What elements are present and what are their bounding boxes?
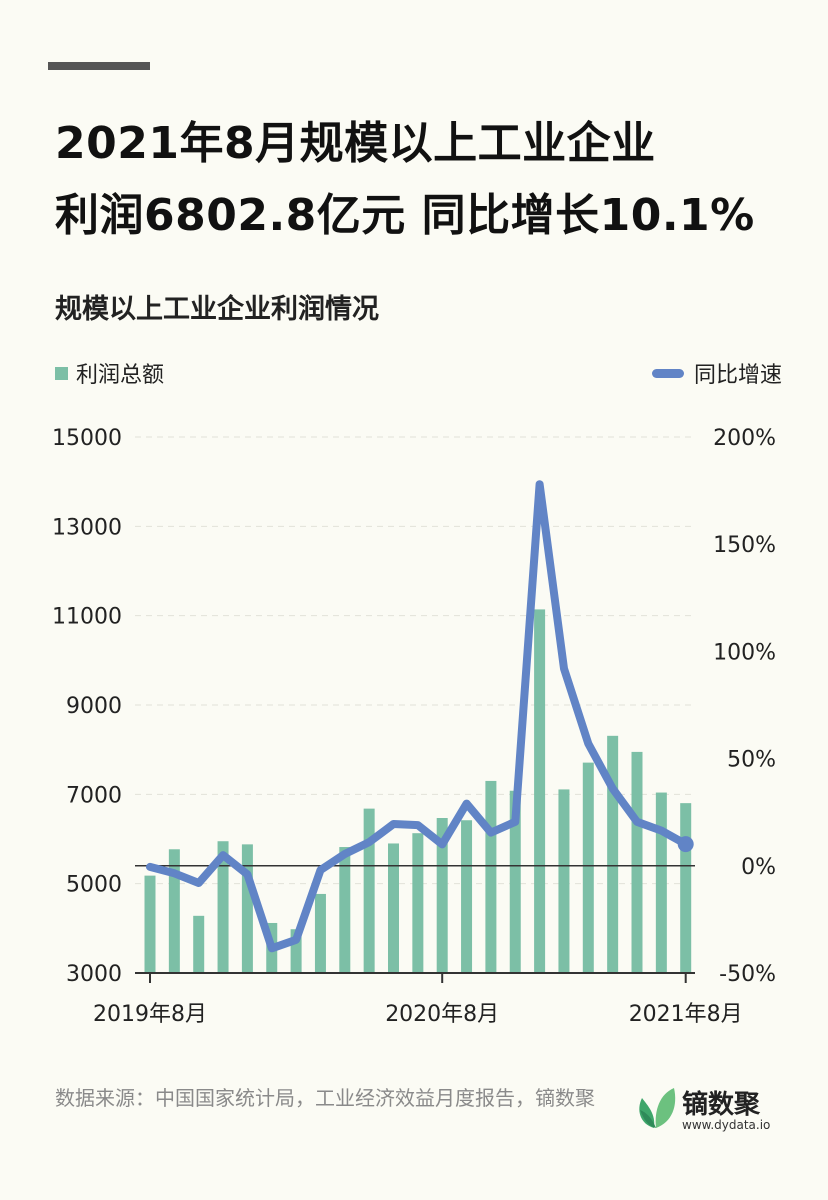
- right-axis-tick-label: 150%: [713, 533, 776, 558]
- title-line-2: 利润6802.8亿元 同比增长10.1%: [55, 190, 755, 241]
- page-title: 2021年8月规模以上工业企业 利润6802.8亿元 同比增长10.1%: [55, 108, 815, 252]
- legend-line-label: 同比增速: [693, 363, 782, 388]
- left-axis-tick-label: 5000: [66, 873, 122, 898]
- legend-line: 同比增速: [651, 357, 782, 389]
- left-axis-tick-label: 11000: [52, 605, 122, 630]
- profit-bar: [680, 803, 692, 973]
- profit-bar: [461, 820, 473, 973]
- x-axis-tick-label: 2020年8月: [385, 1002, 499, 1027]
- profit-chart: 3000 5000 7000 9000 11000 13000 15000 -50% 0% 50%…: [52, 426, 776, 1027]
- profit-bar: [485, 780, 497, 973]
- growth-line: [146, 480, 690, 953]
- right-axis-tick-label: 50%: [727, 748, 776, 773]
- right-axis-tick-label: 0%: [741, 855, 776, 880]
- profit-bar: [363, 808, 375, 973]
- left-axis-tick-label: 13000: [52, 515, 122, 540]
- leaf-logo-icon: [639, 1088, 676, 1128]
- profit-bar: [607, 735, 619, 973]
- legend-line-swatch: [651, 368, 684, 378]
- right-axis-tick-label: 100%: [713, 640, 776, 665]
- left-axis-tick-label: 7000: [66, 783, 122, 808]
- chart-subtitle: 规模以上工业企业利润情况: [55, 294, 379, 325]
- legend-bar: 利润总额: [55, 357, 164, 389]
- profit-bar: [534, 609, 546, 973]
- profit-bar: [582, 762, 594, 973]
- profit-bar: [241, 844, 253, 973]
- legend-bar-swatch: [55, 366, 68, 380]
- title-line-1: 2021年8月规模以上工业企业: [55, 118, 656, 169]
- growth-line-end-point: [677, 836, 694, 853]
- profit-bar: [314, 893, 326, 973]
- profit-bar: [558, 789, 570, 973]
- x-axis-tick-label: 2019年8月: [93, 1002, 207, 1027]
- right-axis-tick-label: 200%: [713, 426, 776, 451]
- profit-bar: [144, 875, 156, 973]
- x-axis-tick-label: 2021年8月: [629, 1002, 743, 1027]
- profit-bar: [436, 818, 448, 973]
- profit-bar: [655, 792, 667, 973]
- data-source: 数据来源：中国国家统计局，工业经济效益月度报告，镝数聚: [55, 1086, 595, 1110]
- left-axis-tick-label: 9000: [66, 694, 122, 719]
- logo-url: www.dydata.io: [682, 1118, 771, 1132]
- legend-bar-label: 利润总额: [76, 363, 165, 388]
- decorative-top-bar: [48, 62, 150, 70]
- profit-bar: [388, 843, 399, 973]
- profit-bar: [339, 847, 351, 973]
- profit-bar: [193, 915, 205, 973]
- profit-bar: [412, 833, 424, 973]
- profit-bar: [290, 929, 302, 973]
- left-axis-tick-label: 15000: [52, 426, 122, 451]
- right-axis-tick-label: -50%: [719, 962, 776, 987]
- profit-bar: [509, 790, 521, 973]
- profit-bar: [168, 849, 180, 973]
- left-axis-tick-label: 3000: [66, 962, 122, 987]
- logo-name: 镝数聚: [682, 1090, 761, 1120]
- profit-bar: [217, 841, 229, 973]
- profit-bar: [631, 751, 643, 973]
- brand-logo: 镝数聚 www.dydata.io: [636, 1084, 786, 1134]
